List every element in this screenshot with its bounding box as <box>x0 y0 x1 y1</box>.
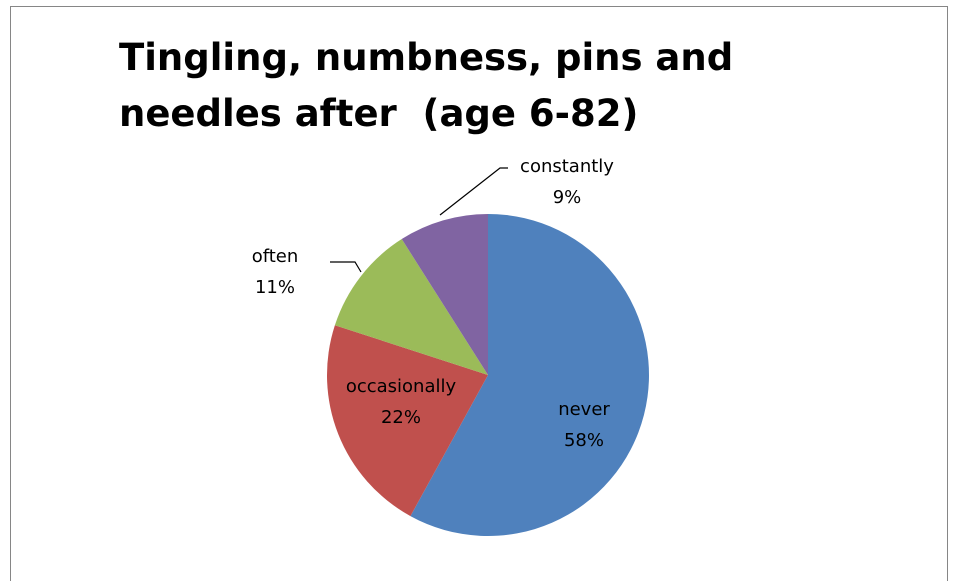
pie-slice-constantly <box>401 213 488 375</box>
pie-slices <box>326 213 649 536</box>
slice-labels: never 58% occasionally 22% often 11% constantl… <box>252 156 615 451</box>
slice-label-often: often <box>252 246 299 267</box>
slice-label-occasionally: occasionally <box>346 376 457 397</box>
pie-slice-often <box>334 239 488 375</box>
leader-lines <box>330 167 508 273</box>
slice-percent-occasionally: 22% <box>381 407 421 428</box>
slice-label-never: never <box>558 399 610 420</box>
slice-label-constantly: constantly <box>520 156 614 177</box>
leader-line-constantly <box>439 167 508 216</box>
pie-slice-occasionally <box>326 325 488 517</box>
slice-percent-never: 58% <box>564 430 604 451</box>
slice-percent-often: 11% <box>255 277 295 298</box>
slice-percent-constantly: 9% <box>553 187 582 208</box>
leader-line-often <box>330 261 362 273</box>
pie-slice-never <box>410 214 649 536</box>
chart-title: Tingling, numbness, pins and needles aft… <box>119 36 747 135</box>
